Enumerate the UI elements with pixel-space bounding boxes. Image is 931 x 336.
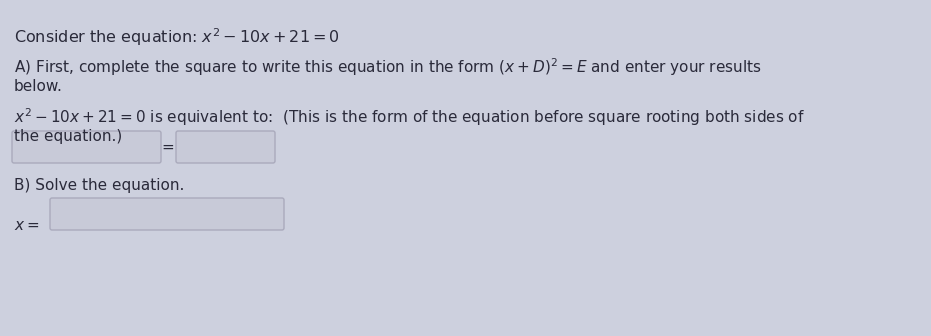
- Text: A) First, complete the square to write this equation in the form $(x + D)^2 = E$: A) First, complete the square to write t…: [14, 56, 762, 78]
- FancyBboxPatch shape: [176, 131, 275, 163]
- Text: Consider the equation: $x^2 - 10x + 21 = 0$: Consider the equation: $x^2 - 10x + 21 =…: [14, 26, 340, 48]
- Text: =: =: [162, 139, 174, 155]
- Text: the equation.): the equation.): [14, 129, 122, 144]
- Text: $x =$: $x =$: [14, 218, 39, 233]
- Text: below.: below.: [14, 79, 63, 94]
- FancyBboxPatch shape: [50, 198, 284, 230]
- FancyBboxPatch shape: [12, 131, 161, 163]
- Text: B) Solve the equation.: B) Solve the equation.: [14, 178, 184, 193]
- Text: $x^2 - 10x + 21 = 0$ is equivalent to:  (This is the form of the equation before: $x^2 - 10x + 21 = 0$ is equivalent to: (…: [14, 106, 805, 128]
